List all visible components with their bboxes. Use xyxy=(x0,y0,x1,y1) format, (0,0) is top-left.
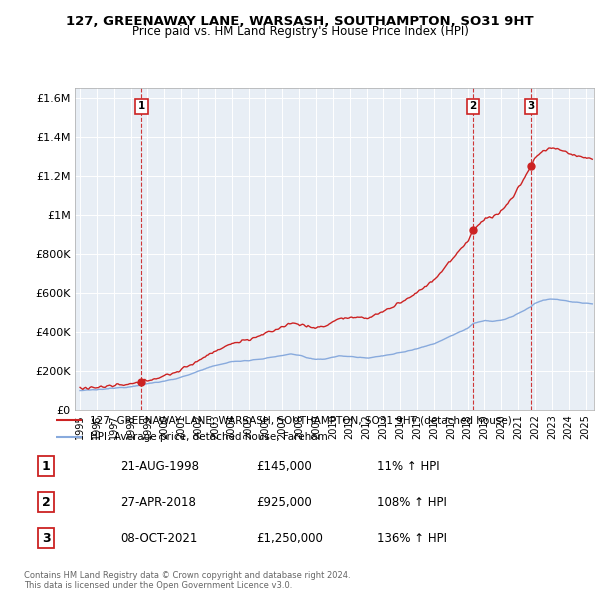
Text: Price paid vs. HM Land Registry's House Price Index (HPI): Price paid vs. HM Land Registry's House … xyxy=(131,25,469,38)
Text: 127, GREENAWAY LANE, WARSASH, SOUTHAMPTON, SO31 9HT: 127, GREENAWAY LANE, WARSASH, SOUTHAMPTO… xyxy=(66,15,534,28)
Text: Contains HM Land Registry data © Crown copyright and database right 2024.: Contains HM Land Registry data © Crown c… xyxy=(24,571,350,579)
Text: 3: 3 xyxy=(527,101,535,111)
Text: 2: 2 xyxy=(470,101,477,111)
Text: This data is licensed under the Open Government Licence v3.0.: This data is licensed under the Open Gov… xyxy=(24,581,292,589)
Text: 1: 1 xyxy=(42,460,50,473)
Text: 27-APR-2018: 27-APR-2018 xyxy=(121,496,196,509)
Text: 3: 3 xyxy=(42,532,50,545)
Text: £925,000: £925,000 xyxy=(256,496,311,509)
Text: 108% ↑ HPI: 108% ↑ HPI xyxy=(377,496,447,509)
Text: £1,250,000: £1,250,000 xyxy=(256,532,323,545)
Text: 11% ↑ HPI: 11% ↑ HPI xyxy=(377,460,440,473)
Text: 08-OCT-2021: 08-OCT-2021 xyxy=(121,532,198,545)
Text: 21-AUG-1998: 21-AUG-1998 xyxy=(121,460,200,473)
Text: 136% ↑ HPI: 136% ↑ HPI xyxy=(377,532,447,545)
Text: 2: 2 xyxy=(42,496,50,509)
Text: 1: 1 xyxy=(138,101,145,111)
Text: 127, GREENAWAY LANE, WARSASH, SOUTHAMPTON, SO31 9HT (detached house): 127, GREENAWAY LANE, WARSASH, SOUTHAMPTO… xyxy=(90,415,512,425)
Text: £145,000: £145,000 xyxy=(256,460,311,473)
Text: HPI: Average price, detached house, Fareham: HPI: Average price, detached house, Fare… xyxy=(90,432,328,442)
